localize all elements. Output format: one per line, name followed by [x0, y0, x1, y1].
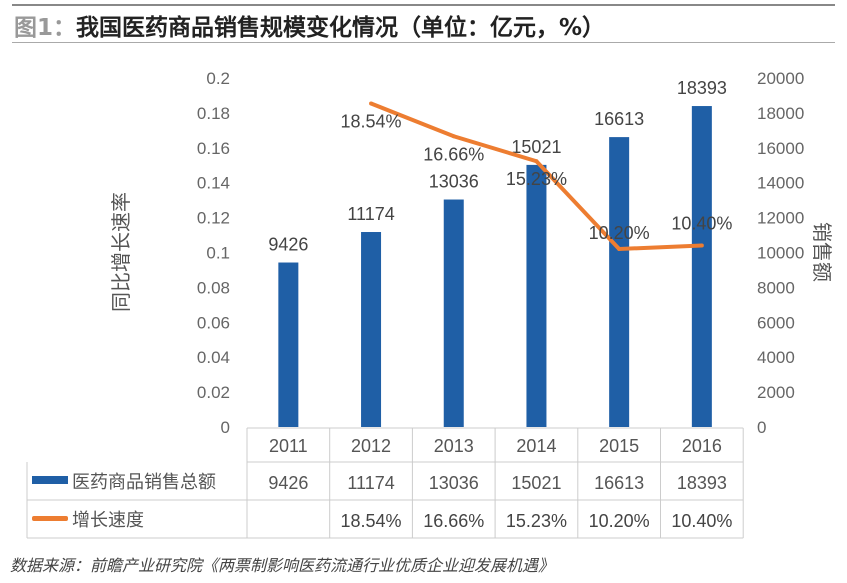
left-tick-label: 0.02 — [197, 383, 230, 402]
bar-2015 — [609, 137, 630, 427]
bar-data-label: 18393 — [677, 78, 727, 98]
legend-line-swatch — [32, 516, 68, 521]
bar-data-label: 11174 — [347, 204, 394, 224]
table-cell-sales: 9426 — [268, 473, 308, 493]
table-cell-sales: 15021 — [511, 473, 561, 493]
right-tick-label: 18000 — [757, 104, 804, 123]
legend-line-name: 增长速度 — [72, 510, 144, 531]
category-label: 2015 — [599, 436, 639, 456]
bar-2016 — [691, 106, 712, 428]
line-data-label: 10.40% — [671, 214, 732, 234]
table-cell-growth: 16.66% — [423, 511, 484, 531]
right-axis-title: 销售额 — [810, 222, 834, 282]
bar-2013 — [443, 199, 464, 427]
table-cell-growth: 10.40% — [671, 511, 732, 531]
line-data-label: 10.20% — [589, 223, 650, 243]
growth-point-2015 — [617, 247, 622, 252]
table-cell-growth: 18.54% — [341, 511, 402, 531]
right-tick-label: 12000 — [757, 209, 804, 228]
left-tick-label: 0.2 — [206, 69, 230, 88]
table-cell-sales: 13036 — [429, 473, 479, 493]
top-rule — [12, 4, 835, 6]
left-tick-label: 0.04 — [197, 348, 230, 367]
line-data-label: 16.66% — [423, 144, 484, 164]
left-tick-label: 0.1 — [206, 244, 230, 263]
table-cell-sales: 16613 — [594, 473, 644, 493]
growth-point-2016 — [699, 243, 704, 248]
category-label: 2016 — [682, 436, 722, 456]
growth-point-2014 — [534, 159, 539, 164]
left-tick-label: 0.06 — [197, 313, 230, 332]
left-axis-title: 同比增长速率 — [109, 192, 133, 312]
left-tick-label: 0.16 — [197, 139, 230, 158]
growth-point-2013 — [451, 134, 456, 139]
category-label: 2014 — [516, 436, 556, 456]
figure-title: 图1：我国医药商品销售规模变化情况（单位：亿元，%） — [14, 8, 605, 42]
line-data-label: 18.54% — [341, 111, 402, 131]
source-note: 数据来源：前瞻产业研究院《两票制影响医药流通行业优质企业迎发展机遇》 — [10, 556, 555, 575]
bar-2012 — [361, 232, 382, 427]
left-tick-label: 0.18 — [197, 104, 230, 123]
bar-data-label: 13036 — [429, 172, 479, 192]
right-tick-label: 0 — [757, 418, 766, 437]
right-tick-label: 16000 — [757, 139, 804, 158]
growth-point-2012 — [369, 101, 374, 106]
right-tick-label: 14000 — [757, 174, 804, 193]
category-label: 2011 — [269, 436, 308, 456]
line-data-label: 15.23% — [506, 169, 567, 189]
bar-2011 — [278, 262, 299, 427]
category-label: 2012 — [351, 436, 391, 456]
right-tick-label: 10000 — [757, 244, 804, 263]
right-tick-label: 8000 — [757, 278, 795, 297]
table-cell-growth: 15.23% — [506, 511, 567, 531]
category-label: 2013 — [434, 436, 474, 456]
bar-data-label: 16613 — [594, 109, 644, 129]
table-cell-sales: 18393 — [677, 473, 727, 493]
title-rule — [12, 42, 835, 43]
left-tick-label: 0.12 — [197, 209, 230, 228]
right-tick-label: 6000 — [757, 313, 795, 332]
right-tick-label: 2000 — [757, 383, 795, 402]
right-tick-label: 20000 — [757, 69, 804, 88]
figure-number: 图1： — [14, 15, 77, 41]
title-text: 我国医药商品销售规模变化情况（单位：亿元，%） — [76, 15, 606, 41]
table-cell-growth: 10.20% — [589, 511, 650, 531]
legend-bar-swatch — [32, 476, 68, 484]
left-tick-label: 0.08 — [197, 278, 230, 297]
bar-data-label: 9426 — [268, 235, 308, 255]
legend-bar-name: 医药商品销售总额 — [72, 472, 216, 493]
left-tick-label: 0 — [221, 418, 230, 437]
bar-data-label: 15021 — [511, 137, 561, 157]
bar-2014 — [526, 164, 547, 427]
left-tick-label: 0.14 — [197, 174, 230, 193]
right-tick-label: 4000 — [757, 348, 795, 367]
table-cell-sales: 11174 — [347, 473, 394, 493]
